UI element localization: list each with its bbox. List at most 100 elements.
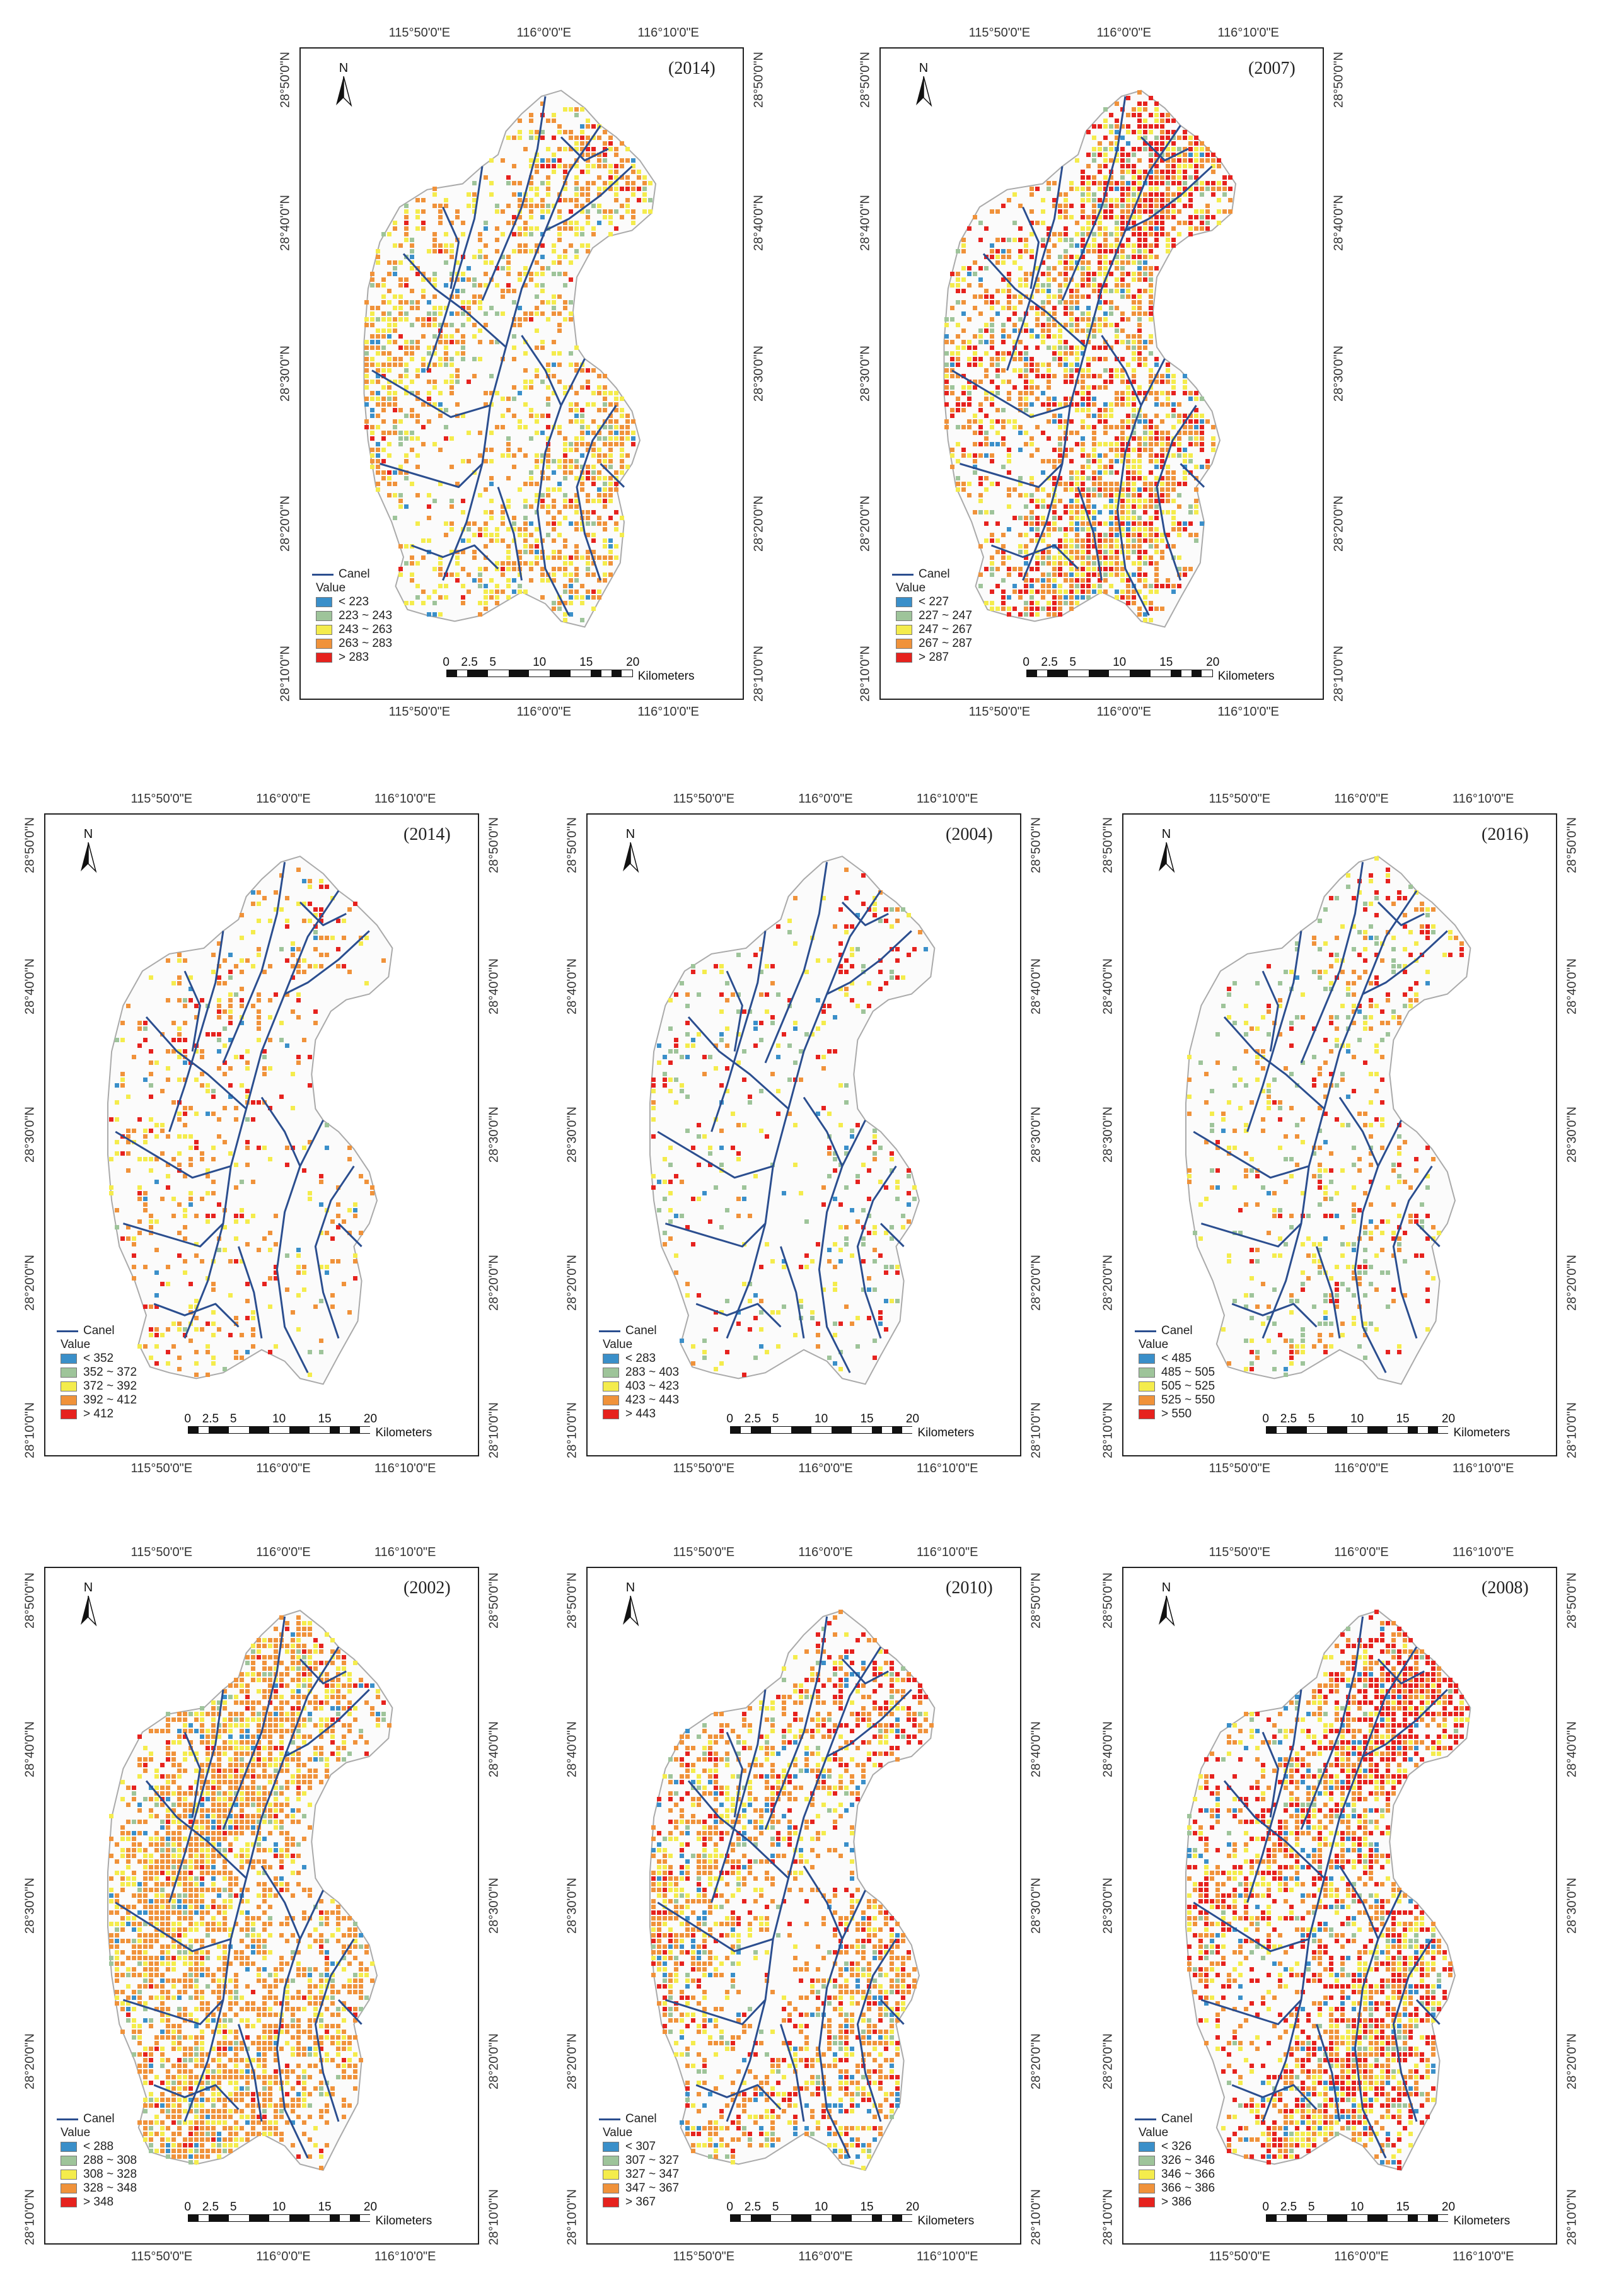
study-area-map: [1185, 856, 1471, 1385]
latitude-label: 28°50'0"N: [1101, 817, 1115, 873]
longitude-label: 115°50'0"E: [388, 705, 451, 719]
legend-swatch: [61, 1381, 77, 1392]
map-panel: 115°50'0"E 115°50'0"E 116°0'0"E 116°0'0"E 11…: [1078, 1519, 1614, 2292]
legend-class-label: < 485: [1161, 1352, 1192, 1365]
canel-line: [276, 1890, 324, 2159]
legend-swatch: [316, 653, 332, 663]
canel-line: [764, 862, 828, 1064]
canel-network: [657, 1616, 912, 2159]
canel-line: [168, 931, 224, 1132]
legend-class-label: > 550: [1161, 1407, 1192, 1421]
scale-tick-label: 2.5: [461, 656, 478, 669]
north-arrow: N: [1154, 1581, 1179, 1627]
canel-line: [410, 544, 499, 570]
scale-segment: [188, 1427, 199, 1433]
legend-class-label: 267 ~ 287: [919, 637, 973, 650]
latitude-label: 28°40'0"N: [278, 195, 293, 252]
longitude-label: 116°0'0"E: [798, 792, 853, 806]
canel-line: [726, 1731, 743, 1818]
latitude-label: 28°20'0"N: [278, 495, 293, 552]
legend-swatch: [896, 597, 912, 607]
legend-value-title: Value: [603, 1338, 633, 1351]
longitude-label: 115°50'0"E: [1209, 1461, 1271, 1475]
longitude-label: 116°10'0"E: [1452, 2250, 1514, 2263]
scale-segment: [1387, 1427, 1408, 1433]
scale-tick-label: 15: [579, 656, 593, 669]
scale-tick-label: 15: [1396, 1412, 1410, 1426]
latitude-label: 28°40'0"N: [1565, 1721, 1579, 1778]
legend-canel-row: Canel: [1135, 2112, 1215, 2126]
canel-line: [856, 1938, 897, 2122]
latitude-label: 28°30'0"N: [565, 1877, 579, 1934]
canel-line-swatch: [312, 573, 334, 576]
legend-row: < 485: [1139, 1352, 1215, 1366]
legend-class-label: 223 ~ 243: [339, 609, 393, 622]
canel-line: [337, 1223, 362, 1248]
latitude-label: 28°30'0"N: [1101, 1877, 1115, 1934]
longitude-label: 116°0'0"E: [1096, 705, 1151, 719]
latitude-label: 28°50'0"N: [565, 1572, 579, 1629]
canel-line: [1392, 1938, 1433, 2122]
scale-tick-label: 15: [1159, 656, 1173, 669]
latitude-label: 28°50'0"N: [1565, 817, 1579, 873]
study-area-map: [649, 1610, 936, 2171]
longitude-label: 115°50'0"E: [388, 26, 451, 40]
legend-row: 485 ~ 505: [1139, 1366, 1215, 1380]
longitude-label: 115°50'0"E: [1209, 1545, 1271, 1559]
legend-class-label: 328 ~ 348: [83, 2182, 137, 2195]
scale-segment: [550, 670, 571, 677]
legend-class-label: < 283: [625, 1352, 656, 1365]
legend-row: 307 ~ 327: [603, 2154, 679, 2168]
canel-line: [826, 1688, 912, 1758]
map-panel: 115°50'0"E 115°50'0"E 116°0'0"E 116°0'0"E 11…: [0, 766, 536, 1504]
scale-tick-label: 10: [1113, 656, 1127, 669]
canel-line: [726, 970, 743, 1052]
scale-segment: [349, 1427, 360, 1433]
scale-segment: [309, 2215, 330, 2221]
scale-tick-label: 2.5: [1280, 1412, 1297, 1426]
scale-segment: [359, 1427, 370, 1433]
scale-tick-label: 5: [772, 1412, 779, 1426]
latitude-label: 28°20'0"N: [1331, 495, 1346, 552]
canel-network: [115, 862, 370, 1373]
latitude-label: 28°20'0"N: [1101, 1254, 1115, 1311]
north-arrow-icon: [81, 842, 97, 873]
canel-line: [1231, 1303, 1318, 1328]
legend: Canel Value < 352 352 ~ 372 372 ~ 392 392 ~ 4…: [57, 1324, 137, 1421]
legend-row: 505 ~ 525: [1139, 1380, 1215, 1393]
legend-class-label: 247 ~ 267: [919, 623, 973, 636]
legend-row: 403 ~ 423: [603, 1380, 679, 1393]
latitude-label: 28°30'0"N: [278, 345, 293, 402]
longitude-label: 116°0'0"E: [256, 2250, 311, 2263]
canel-line: [237, 1246, 263, 1339]
legend-value-title: Value: [61, 2126, 91, 2139]
scale-segment: [1286, 1427, 1307, 1433]
scale-segment: [1326, 2215, 1347, 2221]
scale-bar: 0 2.5 5 10 15 20 Kilometers: [184, 1412, 432, 1439]
latitude-label: 28°30'0"N: [1101, 1107, 1115, 1163]
canel-line: [426, 166, 484, 371]
north-arrow: N: [618, 1581, 643, 1627]
canel-line-swatch: [57, 2118, 78, 2120]
legend-class-label: > 412: [83, 1407, 114, 1421]
canel-line: [284, 930, 370, 995]
scale-tick-label: 10: [1350, 2200, 1364, 2214]
study-area-map: [107, 1610, 393, 2171]
latitude-label: 28°30'0"N: [487, 1107, 501, 1163]
canel-network: [115, 1616, 370, 2159]
legend-class-label: < 307: [625, 2140, 656, 2153]
canel-line: [1315, 1246, 1341, 1339]
canel-line: [1193, 1130, 1309, 1179]
scale-bar: 0 2.5 5 10 15 20 Kilometers: [443, 656, 694, 683]
canel-line: [818, 1120, 866, 1373]
study-area-boundary: [363, 90, 657, 628]
latitude-label: 28°40'0"N: [23, 1721, 37, 1778]
latitude-label: 28°10'0"N: [858, 645, 873, 702]
latitude-label: 28°30'0"N: [1565, 1107, 1579, 1163]
north-arrow: N: [618, 827, 643, 874]
latitude-label: 28°30'0"N: [1029, 1107, 1043, 1163]
latitude-label: 28°50'0"N: [751, 51, 766, 108]
latitude-label: 28°40'0"N: [858, 195, 873, 252]
scale-segment: [329, 1427, 340, 1433]
longitude-label: 116°0'0"E: [516, 26, 571, 40]
